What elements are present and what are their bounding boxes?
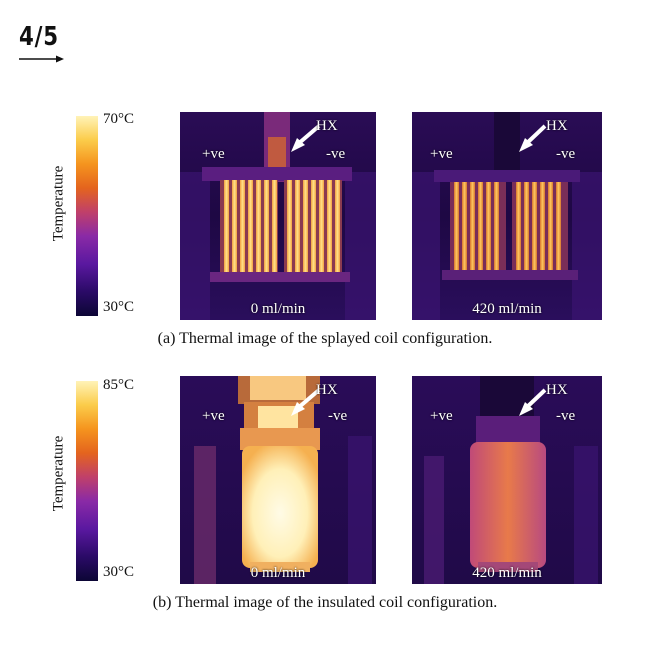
colorbar-a-max-label: 70°C	[103, 111, 135, 127]
page-number: 4/5	[19, 22, 59, 52]
colorbar-a-min-label: 30°C	[103, 299, 135, 315]
insulated-420-negative-label: -ve	[556, 408, 576, 424]
splayed-420-positive-label: +ve	[430, 146, 453, 162]
thermal-image-insulated-420: +ve -ve HX 420 ml/min	[412, 376, 602, 584]
splayed-420-hx-label: HX	[546, 118, 568, 134]
thermal-image-insulated-0: +ve -ve HX 0 ml/min	[180, 376, 376, 584]
splayed-0-hx-label: HX	[316, 118, 338, 134]
splayed-0-negative-label: -ve	[326, 146, 346, 162]
figure-b-caption: (b) Thermal image of the insulated coil …	[152, 594, 498, 611]
insulated-420-positive-label: +ve	[430, 408, 453, 424]
thermal-insulated-420-graphic	[412, 376, 602, 584]
figure-a-caption: (a) Thermal image of the splayed coil co…	[157, 330, 493, 347]
insulated-0-flow-label: 0 ml/min	[250, 565, 306, 581]
colorbar-b	[76, 381, 98, 581]
colorbar-b-min-label: 30°C	[103, 564, 135, 580]
colorbar-a-axis-label: Temperature	[50, 165, 67, 242]
thermal-image-splayed-0: +ve -ve HX 0 ml/min	[180, 112, 376, 320]
thermal-splayed-420-graphic	[412, 112, 602, 320]
insulated-0-hx-label: HX	[316, 382, 338, 398]
colorbar-b-axis-label: Temperature	[50, 435, 67, 512]
colorbar-a	[76, 116, 98, 316]
splayed-0-positive-label: +ve	[202, 146, 225, 162]
splayed-0-flow-label: 0 ml/min	[250, 301, 306, 317]
thermal-splayed-0-graphic	[180, 112, 376, 320]
thermal-insulated-0-graphic	[180, 376, 376, 584]
insulated-420-hx-label: HX	[546, 382, 568, 398]
thermal-image-splayed-420: +ve -ve HX 420 ml/min	[412, 112, 602, 320]
insulated-0-negative-label: -ve	[328, 408, 348, 424]
splayed-420-negative-label: -ve	[556, 146, 576, 162]
colorbar-b-max-label: 85°C	[103, 377, 135, 393]
insulated-420-flow-label: 420 ml/min	[472, 565, 542, 581]
splayed-420-flow-label: 420 ml/min	[472, 301, 542, 317]
page-arrow-icon	[19, 55, 64, 63]
insulated-0-positive-label: +ve	[202, 408, 225, 424]
